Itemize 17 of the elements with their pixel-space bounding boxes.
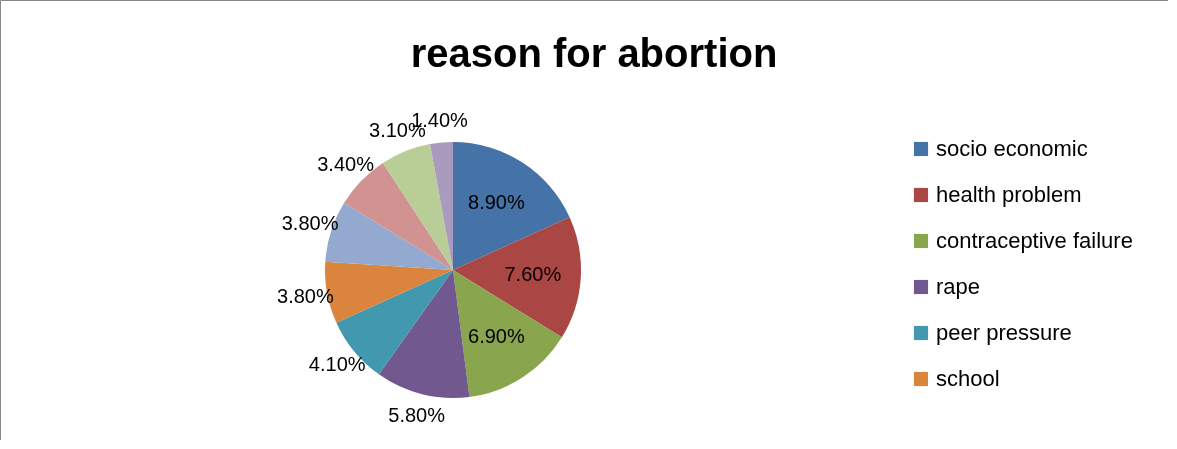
pie-slice — [378, 270, 470, 398]
data-label: 3.80% — [281, 212, 339, 235]
data-label: 8.90% — [468, 190, 525, 213]
data-label: 3.40% — [317, 153, 375, 176]
pie-slice — [430, 142, 453, 270]
data-label: 7.60% — [504, 263, 562, 286]
legend-label: school — [936, 366, 1000, 391]
legend-label: health problem — [936, 182, 1082, 207]
legend-label: socio economic — [936, 136, 1088, 161]
legend-label: rape — [936, 274, 981, 299]
legend-label: contraceptive failure — [936, 228, 1133, 253]
chart-title: reason for abortion — [410, 31, 778, 75]
data-label: 6.90% — [468, 325, 525, 348]
legend-label: peer pressure — [936, 320, 1072, 345]
data-label: 4.10% — [308, 353, 366, 376]
data-label: 5.80% — [388, 403, 446, 426]
pie-slice — [382, 144, 453, 270]
